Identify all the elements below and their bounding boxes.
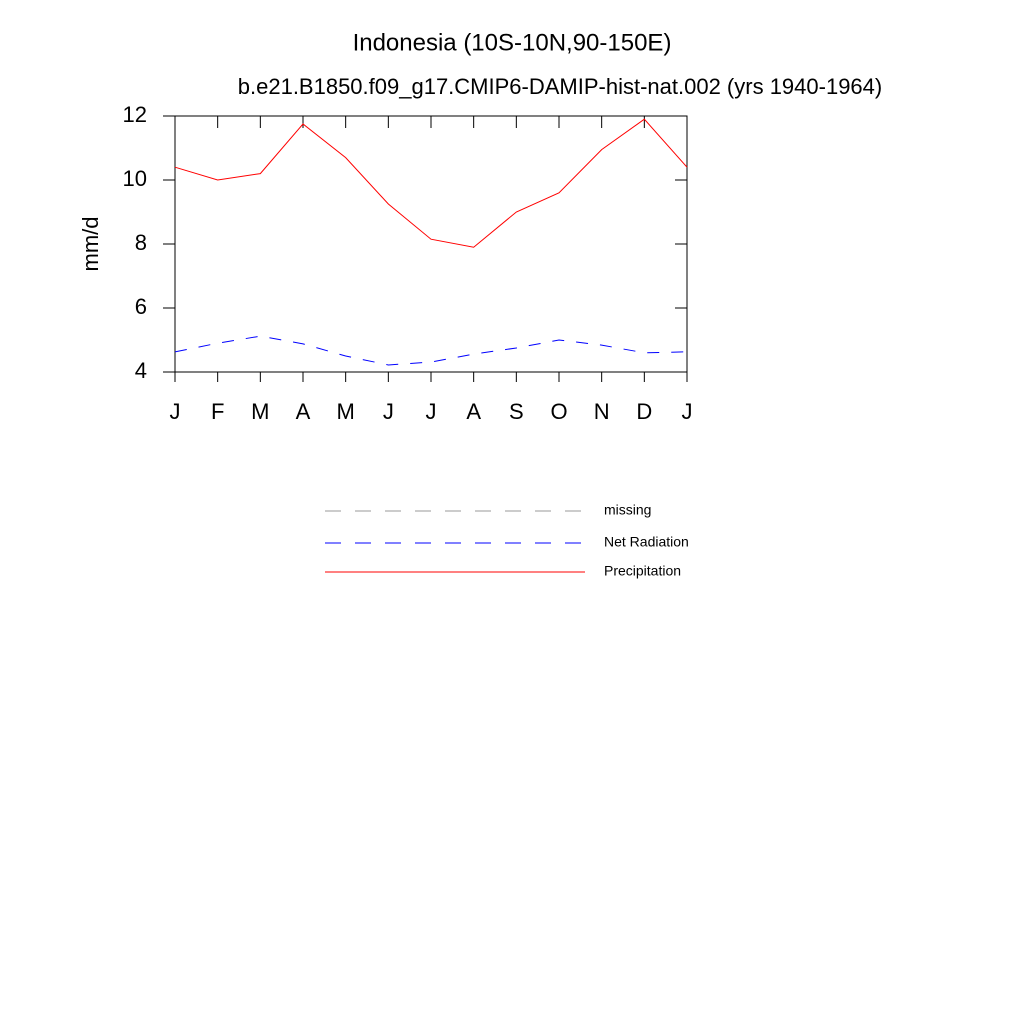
x-tick-label: J — [170, 399, 181, 424]
x-tick-label: D — [636, 399, 652, 424]
x-tick-label: J — [426, 399, 437, 424]
legend-label: Net Radiation — [604, 534, 689, 550]
y-tick-label: 8 — [135, 230, 147, 255]
x-tick-label: J — [383, 399, 394, 424]
x-tick-label: N — [594, 399, 610, 424]
y-tick-label: 4 — [135, 358, 147, 383]
chart-subtitle: b.e21.B1850.f09_g17.CMIP6-DAMIP-hist-nat… — [238, 74, 882, 99]
x-tick-label: O — [550, 399, 567, 424]
x-tick-label: M — [251, 399, 269, 424]
x-tick-label: A — [466, 399, 481, 424]
x-tick-label: A — [296, 399, 311, 424]
series-line — [174, 118, 688, 248]
x-tick-label: F — [211, 399, 224, 424]
y-tick-label: 6 — [135, 294, 147, 319]
y-axis-label: mm/d — [78, 217, 103, 272]
x-tick-label: S — [509, 399, 524, 424]
y-tick-label: 12 — [123, 102, 147, 127]
x-tick-label: J — [682, 399, 693, 424]
x-tick-label: M — [337, 399, 355, 424]
y-tick-label: 10 — [123, 166, 147, 191]
chart-title: Indonesia (10S-10N,90-150E) — [353, 29, 672, 56]
legend-label: Precipitation — [604, 563, 681, 579]
plot-frame — [174, 115, 688, 373]
series-line — [174, 335, 688, 366]
legend-label: missing — [604, 502, 651, 518]
